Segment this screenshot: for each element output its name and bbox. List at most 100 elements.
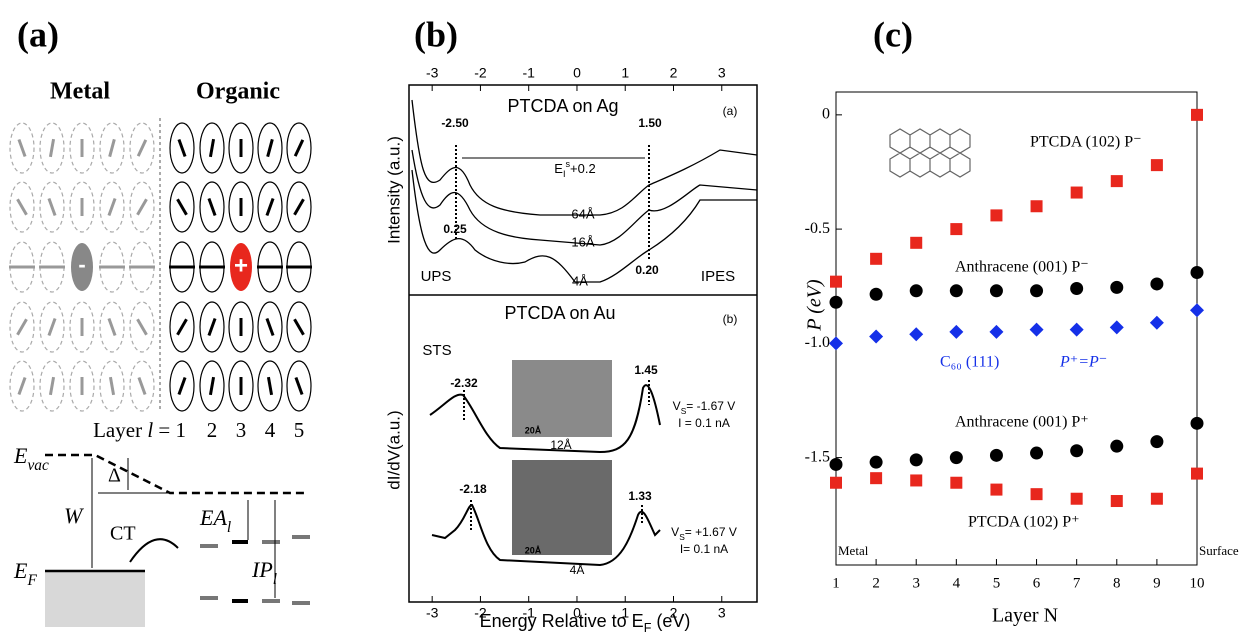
point: [910, 474, 923, 487]
layer-number: 5: [294, 418, 305, 442]
point: [989, 324, 1004, 339]
dipole-cell: [99, 181, 125, 233]
annotation-part: S: [679, 532, 685, 542]
series-label: Anthracene (001) P⁻: [955, 259, 1089, 276]
vacuum-level: [45, 453, 305, 495]
x-tick-label: 0: [573, 65, 581, 81]
dipole-arrow: [17, 377, 27, 395]
dipole-arrow: [293, 318, 305, 336]
dipole-cell: [39, 122, 65, 174]
dipole-arrow: [293, 139, 305, 157]
annotation: EIs+0.2: [554, 159, 595, 179]
dipole-cell: [257, 301, 283, 353]
dipole-arrow: [208, 376, 216, 396]
annotation: 16Å: [571, 234, 594, 249]
charge-sign: -: [78, 252, 85, 277]
y-axis-label: Intensity (a.u.): [384, 136, 403, 244]
point: [949, 324, 964, 339]
annotation: P⁺=P⁻: [1059, 354, 1107, 371]
dipole-arrow: [16, 198, 28, 216]
dipole-arrow: [265, 318, 275, 336]
label-part: vac: [27, 457, 49, 474]
panel-tag: (b): [723, 312, 738, 326]
point: [830, 476, 842, 489]
point: [1110, 495, 1123, 508]
layer-label-part: l: [147, 418, 153, 442]
layer-number: 3: [236, 418, 247, 442]
dipole-arrow: [177, 139, 187, 157]
dipole-arrow: [17, 139, 27, 157]
layer-number: 4: [265, 418, 276, 442]
label-part: E: [13, 558, 28, 583]
dipole-cell: [69, 360, 95, 412]
stm-image: [512, 360, 612, 437]
annotation: 12Å: [550, 437, 571, 452]
point: [1190, 303, 1204, 318]
label: Evac: [13, 443, 49, 474]
x-tick-label: 1: [832, 575, 840, 591]
dipole-arrow: [108, 138, 116, 158]
annotation: 20Å: [525, 545, 542, 555]
layer-label-part: Layer: [93, 418, 147, 442]
point: [1150, 435, 1164, 449]
point: [869, 287, 883, 301]
y-axis-label: dI/dV(a.u.): [384, 410, 403, 489]
point: [1030, 446, 1044, 460]
dipole-cell: [199, 181, 225, 233]
dipole-cell: [9, 122, 35, 174]
point: [910, 236, 923, 249]
point: [829, 336, 843, 351]
dipole-arrow: [47, 198, 57, 216]
dipole-arrow: [47, 318, 57, 336]
panel-title: PTCDA on Ag: [507, 96, 618, 116]
panel-label: (b): [414, 14, 458, 54]
dipole-cell: [9, 360, 35, 412]
dipole-cell: [69, 301, 95, 353]
annotation-part: s: [565, 159, 570, 169]
dipole-cell: [228, 360, 254, 412]
point: [869, 455, 883, 469]
dipole-arrow: [176, 198, 188, 216]
series-label: C₆₀ (111): [940, 354, 999, 371]
dipole-cell: [286, 301, 312, 353]
metal-block: [45, 572, 145, 627]
annotation: -2.18: [459, 482, 487, 496]
dipole-cell: [228, 301, 254, 353]
label-part: F: [26, 572, 37, 589]
annotation: STS: [422, 342, 451, 359]
label-part: l: [227, 519, 231, 536]
x-tick-label: 3: [718, 65, 726, 81]
layer-label: Layer l = 1: [93, 418, 186, 442]
dipole-cell: [199, 122, 225, 174]
annotation: -2.50: [441, 116, 469, 130]
point: [909, 453, 923, 467]
annotation: UPS: [421, 268, 452, 285]
x-tick-label: 5: [993, 575, 1001, 591]
x-axis-label-part: Energy Relative to E: [480, 611, 644, 631]
x-tick-label: 4: [953, 575, 961, 591]
x-tick-label: 0: [573, 605, 581, 621]
dipole-cell: [228, 181, 254, 233]
annotation-part: = +1.67 V: [685, 525, 737, 539]
dipole-cell: [257, 181, 283, 233]
dipole-cell: [169, 301, 195, 353]
label: Δ: [108, 465, 121, 487]
annotation: 4Å: [570, 562, 585, 577]
dipole-cell: [129, 122, 155, 174]
x-tick-label: -3: [426, 605, 439, 621]
x-axis-label-part: (eV): [651, 611, 690, 631]
dipole-arrow: [207, 198, 217, 216]
dipole-cell: [99, 301, 125, 353]
dipole-cell: [199, 360, 225, 412]
annotation: 1.50: [638, 116, 662, 130]
charge: [230, 243, 252, 291]
heading: Organic: [196, 79, 280, 105]
dipole-cell: [169, 360, 195, 412]
molecule: [889, 128, 971, 178]
label: EAl: [199, 505, 231, 536]
label: W: [64, 503, 84, 528]
plot-frame: [835, 91, 1198, 566]
annotation-part: = -1.67 V: [686, 399, 735, 413]
point: [829, 295, 843, 309]
